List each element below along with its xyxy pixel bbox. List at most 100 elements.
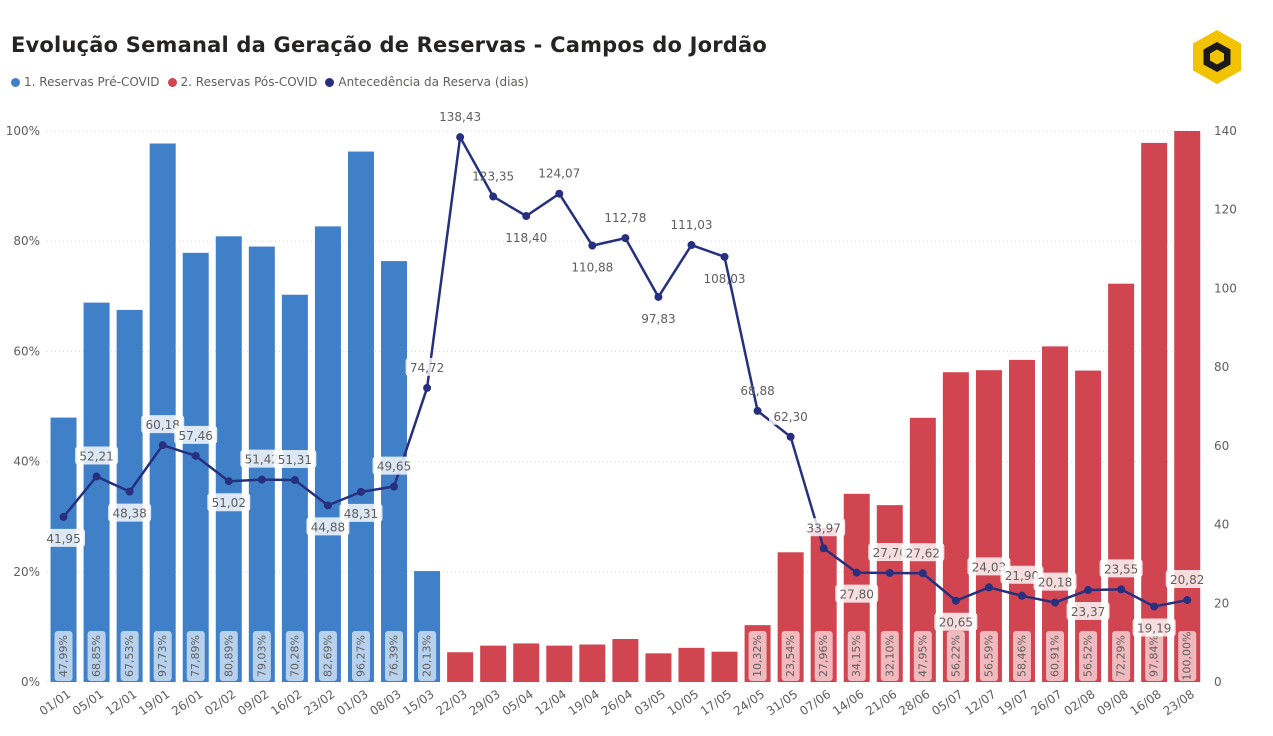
line-label-box <box>967 557 1011 576</box>
line-label-box <box>372 456 416 475</box>
bar-pre-covid <box>149 143 176 683</box>
bar-label-box <box>880 631 899 681</box>
x-tick-label: 07/06 <box>797 687 833 718</box>
bar-label-box <box>1112 631 1131 681</box>
line-label-box <box>306 517 350 536</box>
line-data-label: 21,90 <box>1005 569 1039 583</box>
line-data-label: 68,88 <box>740 384 774 398</box>
y-tick-label-left: 0% <box>21 675 40 689</box>
line-point <box>356 487 365 496</box>
x-tick-label: 05/04 <box>500 687 536 718</box>
x-tick-label: 01/03 <box>334 687 370 718</box>
bar-data-label-pos-covid: 56,52% <box>1082 635 1095 677</box>
y-tick-label-left: 40% <box>13 455 40 469</box>
x-tick-label: 08/03 <box>367 687 403 718</box>
bar-label-box <box>1178 631 1197 681</box>
line-data-label: 44,88 <box>311 520 345 534</box>
line-point <box>951 596 960 605</box>
line-point <box>852 568 861 577</box>
legend-item-pos-covid[interactable]: 2. Reservas Pós-COVID <box>167 75 317 89</box>
bar-pos-covid <box>612 639 639 682</box>
bar-label-box <box>418 631 437 681</box>
bar-label-box <box>1145 631 1164 681</box>
line-data-label: 20,82 <box>1170 573 1204 587</box>
line-point <box>59 512 68 521</box>
y-tick-label-right: 140 <box>1214 124 1237 138</box>
line-point <box>1017 591 1026 600</box>
bar-pos-covid <box>711 651 738 682</box>
y-tick-label-left: 100% <box>6 124 40 138</box>
line-point <box>456 133 465 142</box>
x-tick-label: 12/01 <box>103 687 139 718</box>
line-label-box <box>901 543 945 562</box>
bar-data-label-pre-covid: 67,53% <box>123 635 136 677</box>
bar-label-box <box>1046 631 1065 681</box>
line-point <box>224 477 233 486</box>
line-data-label: 110,88 <box>571 261 613 275</box>
line-data-label: 118,40 <box>505 231 547 245</box>
legend-item-antecedencia[interactable]: Antecedência da Reserva (dias) <box>325 75 529 89</box>
x-tick-label: 26/01 <box>169 687 205 718</box>
line-label-box <box>1066 602 1110 621</box>
line-label-box <box>75 446 119 465</box>
x-tick-label: 10/05 <box>665 687 701 718</box>
bar-data-label-pre-covid: 20,13% <box>421 635 434 677</box>
line-point <box>984 583 993 592</box>
x-tick-label: 19/07 <box>995 687 1031 718</box>
bar-label-box <box>847 631 866 681</box>
bar-pre-covid <box>83 302 110 682</box>
y-tick-label-right: 120 <box>1214 203 1237 217</box>
bar-label-box <box>1012 631 1031 681</box>
line-point <box>621 234 630 243</box>
line-point <box>555 189 564 198</box>
legend-label-pre-covid: 1. Reservas Pré-COVID <box>24 75 160 89</box>
y-tick-label-left: 20% <box>13 565 40 579</box>
line-data-label: 19,19 <box>1137 621 1171 635</box>
bar-data-label-pos-covid: 60,91% <box>1049 635 1062 677</box>
line-label-box <box>174 425 218 444</box>
line-label-box <box>802 518 846 537</box>
line-data-label: 27,62 <box>906 546 940 560</box>
x-tick-label: 29/03 <box>467 687 503 718</box>
y-tick-label-left: 80% <box>13 234 40 248</box>
line-point <box>323 501 332 510</box>
x-tick-label: 24/05 <box>731 687 767 718</box>
x-tick-label: 02/08 <box>1061 687 1097 718</box>
x-tick-label: 19/01 <box>136 687 172 718</box>
legend-item-pre-covid[interactable]: 1. Reservas Pré-COVID <box>11 75 160 89</box>
line-point <box>687 241 696 250</box>
x-tick-label: 16/08 <box>1128 687 1164 718</box>
line-data-label: 51,31 <box>278 453 312 467</box>
line-data-label: 51,02 <box>212 496 246 510</box>
x-tick-label: 26/07 <box>1028 687 1064 718</box>
bar-data-label-pos-covid: 32,10% <box>883 635 896 677</box>
bar-pos-covid <box>447 652 474 682</box>
line-point <box>522 212 531 221</box>
x-tick-label: 26/04 <box>599 687 635 718</box>
line-label-box <box>207 493 251 512</box>
x-tick-label: 03/05 <box>632 687 668 718</box>
x-tick-label: 12/07 <box>962 687 998 718</box>
legend-marker-antecedencia <box>325 77 335 87</box>
x-tick-label: 21/06 <box>863 687 899 718</box>
line-point <box>885 568 894 577</box>
legend-marker-pre-covid <box>11 77 20 87</box>
y-tick-label-right: 60 <box>1214 439 1229 453</box>
bar-data-label-pos-covid: 34,15% <box>850 635 863 677</box>
bar-data-label-pre-covid: 68,85% <box>90 635 103 677</box>
line-point <box>753 406 762 415</box>
x-tick-label: 17/05 <box>698 687 734 718</box>
bar-data-label-pre-covid: 77,89% <box>189 635 202 677</box>
line-data-label: 27,80 <box>840 588 874 602</box>
bar-label-box <box>153 631 172 681</box>
line-label-box <box>769 406 813 425</box>
line-point <box>720 252 729 261</box>
x-tick-label: 15/03 <box>400 687 436 718</box>
bar-pre-covid <box>116 309 143 682</box>
bar-pre-covid <box>182 252 209 682</box>
line-data-label: 124,07 <box>538 167 580 181</box>
bar-label-box <box>351 631 370 681</box>
line-point <box>1183 596 1192 605</box>
line-label-box <box>42 528 86 547</box>
bar-pos-covid <box>579 644 606 682</box>
